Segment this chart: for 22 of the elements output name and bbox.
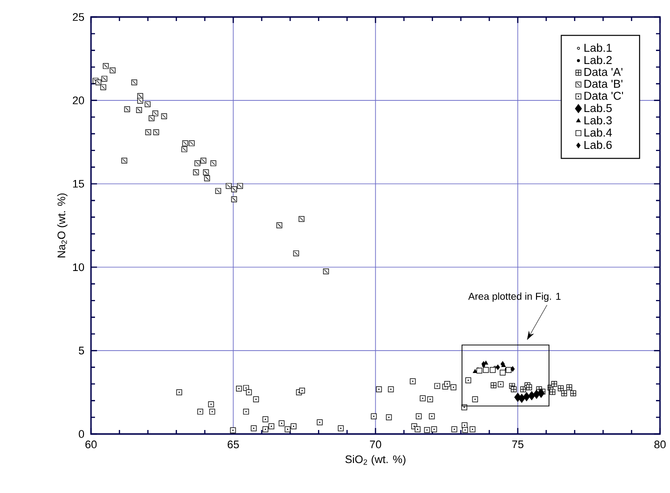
y-tick-label: 10 (73, 263, 84, 272)
x-tick-label: 60 (85, 440, 97, 448)
y-tick-label: 5 (78, 346, 84, 354)
legend-label: Lab.4 (584, 128, 612, 137)
legend-label: Data 'A' (584, 68, 622, 76)
legend-label: Lab.6 (584, 140, 612, 149)
x-axis-title: SiO$_{2}$ (wt. %) (345, 455, 406, 466)
y-axis-title: Na$_{2}$O (wt. %) (57, 193, 68, 258)
y-tick-label: 20 (72, 96, 84, 104)
legend-label: Lab.2 (584, 56, 612, 64)
legend-label: Lab.3 (584, 116, 612, 124)
legend-label: Data 'C' (584, 92, 624, 100)
x-tick-label: 80 (654, 440, 666, 448)
y-tick-label: 25 (72, 13, 84, 21)
x-tick-label: 65 (228, 440, 239, 448)
x-tick-label: 70 (370, 440, 382, 448)
legend-label: Data 'B' (584, 80, 622, 88)
y-tick-label: 0 (78, 430, 84, 438)
legend-label: Lab.1 (584, 43, 612, 52)
legend-label: Lab.5 (584, 104, 612, 112)
y-tick-label: 15 (73, 180, 84, 188)
x-tick-label: 75 (512, 440, 524, 448)
